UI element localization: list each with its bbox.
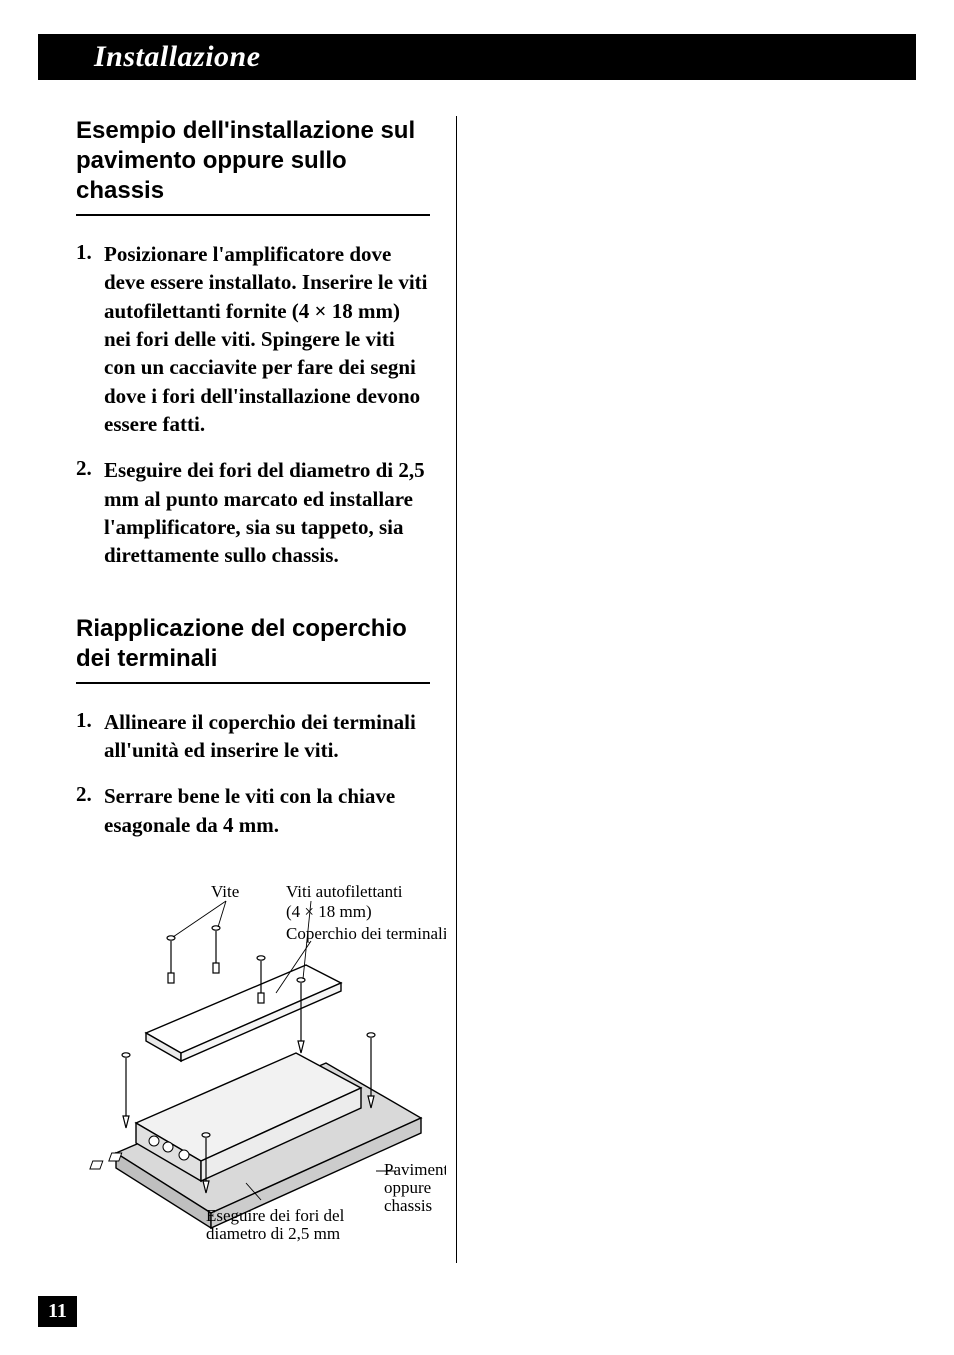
section1-title: Esempio dell'installazione sul pavimento… — [76, 116, 430, 206]
list-item: 2. Serrare bene le viti con la chiave es… — [76, 782, 430, 839]
label-viti-autofilettanti-1: Viti autofilettanti — [286, 883, 403, 901]
label-pavimento-1: Pavimento — [384, 1160, 446, 1179]
installation-diagram: Vite Viti autofilettanti (4 × 18 mm) Cop… — [76, 883, 430, 1263]
label-pavimento-2: oppure — [384, 1178, 431, 1197]
page-number: 11 — [38, 1296, 77, 1327]
step-text: Posizionare l'amplificatore dove deve es… — [104, 240, 430, 438]
step-number: 2. — [76, 456, 104, 569]
label-drill-2: diametro di 2,5 mm — [206, 1224, 340, 1243]
section1-rule — [76, 214, 430, 216]
step-number: 2. — [76, 782, 104, 839]
section1-steps: 1. Posizionare l'amplificatore dove deve… — [76, 240, 430, 570]
diagram-svg: Vite Viti autofilettanti (4 × 18 mm) Cop… — [76, 883, 446, 1263]
label-vite: Vite — [211, 883, 239, 901]
list-item: 1. Allineare il coperchio dei terminali … — [76, 708, 430, 765]
label-pavimento-3: chassis — [384, 1196, 432, 1215]
step-text: Allineare il coperchio dei terminali all… — [104, 708, 430, 765]
label-viti-autofilettanti-2: (4 × 18 mm) — [286, 902, 372, 921]
step-number: 1. — [76, 240, 104, 438]
step-text: Serrare bene le viti con la chiave esago… — [104, 782, 430, 839]
section2-title: Riapplicazione del coperchio dei termina… — [76, 614, 430, 674]
step-number: 1. — [76, 708, 104, 765]
section2-steps: 1. Allineare il coperchio dei terminali … — [76, 708, 430, 839]
list-item: 1. Posizionare l'amplificatore dove deve… — [76, 240, 430, 438]
page: Installazione Esempio dell'installazione… — [0, 0, 954, 1355]
section2-rule — [76, 682, 430, 684]
banner-title: Installazione — [94, 40, 261, 74]
list-item: 2. Eseguire dei fori del diametro di 2,5… — [76, 456, 430, 569]
label-drill-1: Eseguire dei fori del — [206, 1206, 345, 1225]
terminal-cover — [146, 965, 341, 1061]
left-column: Esempio dell'installazione sul pavimento… — [38, 116, 448, 1263]
section-banner: Installazione — [38, 34, 916, 80]
two-column-layout: Esempio dell'installazione sul pavimento… — [38, 116, 916, 1263]
step-text: Eseguire dei fori del diametro di 2,5 mm… — [104, 456, 430, 569]
label-coperchio: Coperchio dei terminali — [286, 924, 446, 943]
column-divider — [456, 116, 457, 1263]
